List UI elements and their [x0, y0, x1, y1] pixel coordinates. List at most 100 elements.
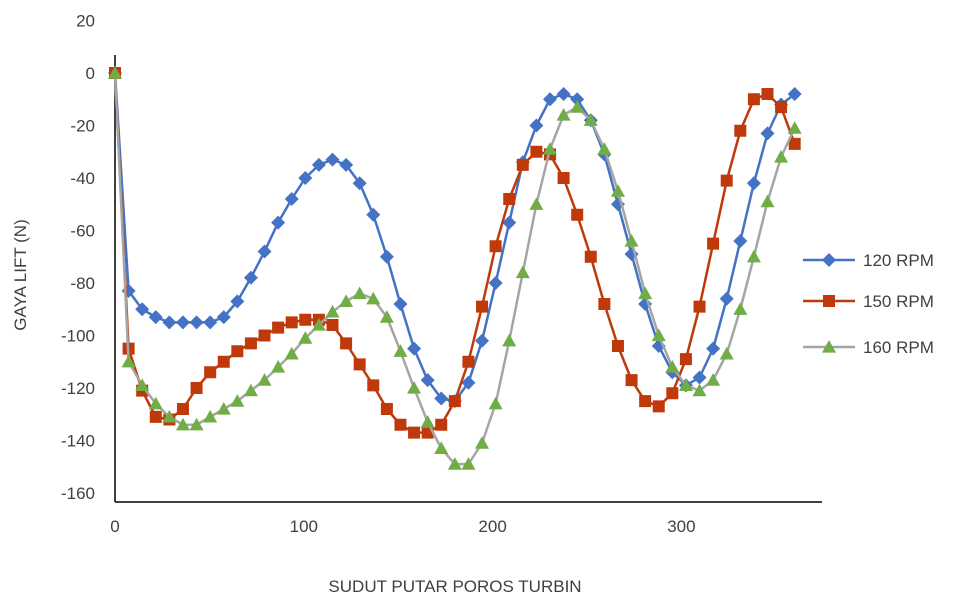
data-point	[353, 358, 366, 371]
data-point	[216, 402, 231, 415]
data-point	[462, 355, 475, 368]
data-point	[733, 234, 748, 248]
data-point	[461, 457, 476, 470]
data-point	[515, 265, 530, 279]
data-point	[162, 315, 177, 330]
data-point	[760, 126, 775, 141]
legend-marker	[823, 295, 835, 307]
data-point	[665, 360, 680, 373]
data-point	[556, 87, 571, 101]
y-axis-title: GAYA LIFT (N)	[11, 219, 30, 330]
y-tick-label: -100	[61, 327, 95, 346]
series-150-rpm	[109, 67, 801, 439]
data-point	[339, 294, 354, 307]
data-point	[271, 215, 286, 230]
data-point	[611, 340, 624, 352]
data-point	[434, 391, 449, 406]
data-point	[420, 373, 435, 388]
data-point	[149, 410, 162, 423]
data-point	[746, 176, 761, 191]
data-point	[408, 426, 421, 439]
data-point	[693, 300, 706, 313]
data-point	[488, 276, 503, 290]
data-point	[435, 418, 448, 431]
data-point	[311, 318, 326, 331]
data-point	[298, 171, 313, 185]
data-point	[706, 341, 721, 356]
legend-item: 150 RPM	[803, 292, 934, 311]
data-point	[176, 403, 189, 415]
y-tick-label: -120	[61, 379, 95, 398]
data-point	[652, 400, 665, 413]
data-point	[571, 208, 584, 221]
series-line	[113, 72, 796, 434]
x-tick-label: 300	[667, 517, 695, 536]
y-tick-label: 0	[86, 64, 95, 83]
data-point	[230, 294, 245, 309]
data-point	[584, 250, 597, 263]
data-point	[367, 379, 380, 392]
data-point	[203, 409, 218, 423]
data-point	[407, 381, 422, 394]
series-line	[113, 72, 796, 403]
data-point	[393, 297, 408, 311]
data-point	[489, 240, 502, 253]
data-point	[271, 360, 286, 373]
data-point	[570, 100, 585, 113]
data-point	[692, 383, 707, 397]
data-point	[298, 331, 313, 344]
data-point	[121, 354, 136, 368]
data-point	[760, 194, 775, 208]
data-point	[257, 373, 272, 386]
legend-item: 120 RPM	[803, 251, 934, 270]
data-point	[598, 298, 611, 310]
data-point	[243, 383, 258, 397]
data-point	[162, 409, 177, 423]
y-tick-label: -160	[61, 484, 95, 503]
data-point	[651, 328, 666, 342]
data-point	[476, 300, 489, 313]
data-point	[434, 441, 449, 454]
data-point	[204, 366, 217, 379]
y-tick-label: -60	[70, 222, 95, 241]
data-point	[610, 184, 625, 197]
data-point	[556, 108, 571, 121]
data-point	[366, 291, 381, 305]
series-160-rpm	[108, 66, 802, 470]
y-tick-label: 20	[76, 12, 95, 31]
data-point	[285, 316, 298, 329]
series-120-rpm	[108, 66, 802, 409]
data-point	[502, 333, 517, 347]
data-point	[339, 157, 354, 172]
legend-label: 120 RPM	[863, 251, 934, 270]
data-point	[719, 291, 734, 306]
data-point	[380, 403, 393, 415]
data-point	[625, 374, 638, 387]
data-point	[720, 174, 733, 187]
data-point	[678, 378, 693, 391]
data-point	[190, 382, 203, 394]
data-point	[407, 341, 422, 356]
data-point	[258, 329, 271, 342]
data-point	[420, 415, 435, 428]
data-point	[216, 310, 231, 325]
data-point	[326, 319, 339, 331]
data-point	[135, 378, 150, 391]
legend-marker	[822, 253, 836, 267]
data-point	[639, 395, 652, 408]
data-point	[325, 304, 340, 318]
data-point	[530, 145, 543, 158]
data-point	[502, 215, 517, 230]
data-point	[379, 249, 394, 264]
data-point	[135, 302, 150, 317]
legend-label: 160 RPM	[863, 338, 934, 357]
data-point	[299, 313, 312, 326]
x-axis-title: SUDUT PUTAR POROS TURBIN	[328, 577, 581, 596]
data-point	[719, 346, 734, 360]
data-point	[475, 333, 490, 348]
data-point	[570, 92, 585, 107]
data-point	[175, 417, 190, 431]
data-point	[707, 237, 720, 250]
data-point	[638, 286, 653, 300]
